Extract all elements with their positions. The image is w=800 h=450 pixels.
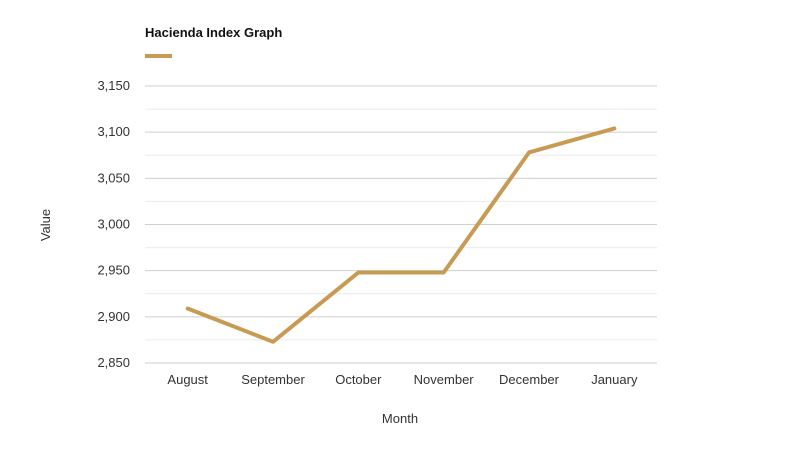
- legend[interactable]: Hacienda Index Graph: [145, 25, 282, 58]
- x-tick-label: August: [167, 372, 208, 387]
- y-tick-label: 2,900: [97, 309, 130, 324]
- y-tick-label: 2,950: [97, 263, 130, 278]
- y-axis-title: Value: [38, 209, 53, 241]
- y-tick-label: 3,100: [97, 124, 130, 139]
- x-axis-title: Month: [382, 411, 418, 426]
- x-axis-ticks: August September October November December Ja…: [167, 372, 638, 387]
- legend-label: Hacienda Index Graph: [145, 25, 282, 40]
- x-tick-label: November: [414, 372, 475, 387]
- x-tick-label: September: [241, 372, 305, 387]
- series-lines: [185, 126, 617, 344]
- x-tick-label: December: [499, 372, 560, 387]
- y-tick-label: 3,000: [97, 217, 130, 232]
- y-axis-ticks: 2,850 2,900 2,950 3,000 3,050 3,100 3,150: [97, 78, 130, 370]
- x-tick-label: January: [591, 372, 638, 387]
- y-tick-label: 2,850: [97, 355, 130, 370]
- legend-swatch: [145, 54, 172, 58]
- y-tick-label: 3,050: [97, 170, 130, 185]
- y-tick-label: 3,150: [97, 78, 130, 93]
- x-tick-label: October: [335, 372, 382, 387]
- series-line[interactable]: [185, 126, 617, 344]
